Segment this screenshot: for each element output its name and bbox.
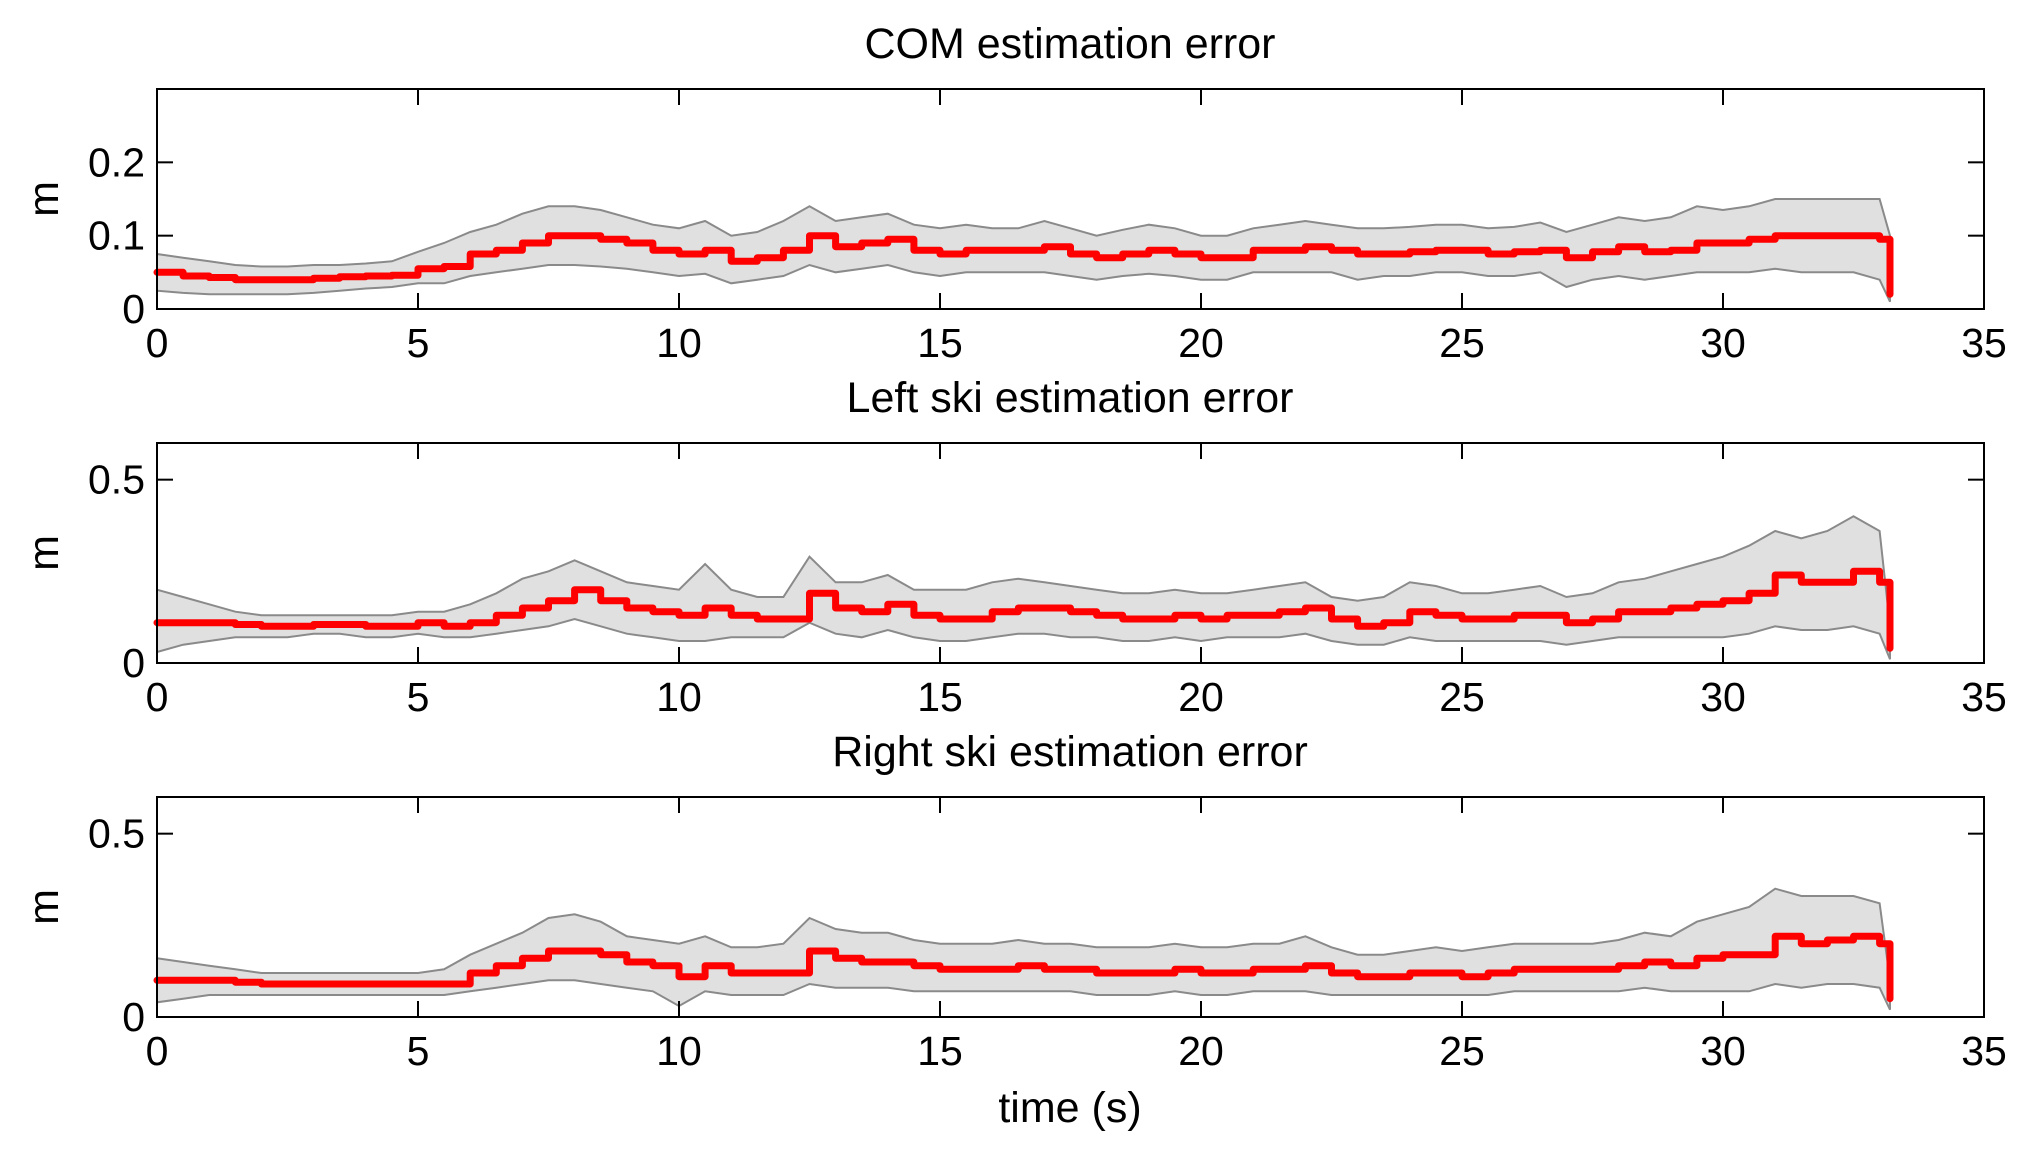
y-tick-label: 0.5 (88, 811, 145, 857)
x-tick-label: 35 (1961, 1028, 2007, 1074)
x-tick-label: 15 (917, 674, 963, 720)
x-tick-label: 25 (1439, 1028, 1485, 1074)
y-tick-label: 0 (122, 640, 145, 686)
confidence-band-left-ski (156, 515, 1891, 660)
x-tick-label: 20 (1178, 674, 1224, 720)
y-axis-label-right-ski: m (20, 889, 68, 925)
plot-area-right-ski: 0 5 10 15 20 25 30 35 0 0.5 (88, 796, 2007, 1074)
x-tick-label: 15 (917, 1028, 963, 1074)
x-tick-label: 20 (1178, 1028, 1224, 1074)
panel-left-ski: Left ski estimation error m 0 5 10 15 20 25 30… (20, 374, 2007, 720)
y-axis-label-left-ski: m (20, 535, 68, 571)
x-tick-label: 25 (1439, 320, 1485, 366)
x-tick-label: 30 (1700, 1028, 1746, 1074)
panel-title-com: COM estimation error (865, 20, 1276, 68)
y-tick-label: 0 (122, 994, 145, 1040)
axes-frame-com (156, 88, 1985, 310)
panel-title-left-ski: Left ski estimation error (847, 374, 1294, 422)
x-axis-label-time: time (s) (998, 1084, 1141, 1132)
panel-right-ski: Right ski estimation error m 0 5 10 15 20 25 3… (20, 728, 2007, 1132)
x-tick-label: 20 (1178, 320, 1224, 366)
x-tick-label: 25 (1439, 674, 1485, 720)
y-tick-label: 0.2 (88, 139, 145, 185)
panel-title-right-ski: Right ski estimation error (832, 728, 1308, 776)
mean-error-line-com (153, 232, 1894, 298)
y-axis-label-com: m (20, 181, 68, 217)
x-tick-label: 0 (146, 320, 169, 366)
axes-frame-right-ski (156, 796, 1985, 1018)
x-tick-label: 30 (1700, 674, 1746, 720)
x-tick-label: 35 (1961, 320, 2007, 366)
x-tick-label: 35 (1961, 674, 2007, 720)
mean-error-line-right-ski (153, 932, 1894, 1003)
y-tick-label: 0.5 (88, 457, 145, 503)
x-tick-label: 10 (656, 320, 702, 366)
x-tick-label: 5 (407, 674, 430, 720)
confidence-band-right-ski (156, 887, 1891, 1011)
x-tick-label: 10 (656, 674, 702, 720)
x-tick-label: 15 (917, 320, 963, 366)
y-tick-label: 0.1 (88, 213, 145, 259)
x-tick-label: 10 (656, 1028, 702, 1074)
mean-error-line-left-ski (153, 567, 1894, 652)
y-tick-label: 0 (122, 286, 145, 332)
x-tick-label: 5 (407, 320, 430, 366)
plot-area-left-ski: 0 5 10 15 20 25 30 35 0 0.5 (88, 442, 2007, 720)
axes-frame-left-ski (156, 442, 1985, 664)
plot-area-com: 0 5 10 15 20 25 30 35 0 0.1 0.2 (88, 88, 2007, 366)
x-tick-label: 5 (407, 1028, 430, 1074)
panel-com: COM estimation error m 0 5 10 15 20 25 30 35 0 0.… (20, 20, 2007, 366)
x-tick-label: 0 (146, 1028, 169, 1074)
x-tick-label: 0 (146, 674, 169, 720)
x-tick-label: 30 (1700, 320, 1746, 366)
